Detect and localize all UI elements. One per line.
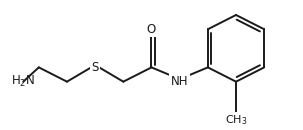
Text: H$_2$N: H$_2$N — [11, 74, 35, 89]
Text: CH$_3$: CH$_3$ — [225, 113, 247, 127]
Text: O: O — [147, 23, 156, 36]
Text: S: S — [92, 61, 99, 74]
Text: NH: NH — [171, 75, 188, 88]
